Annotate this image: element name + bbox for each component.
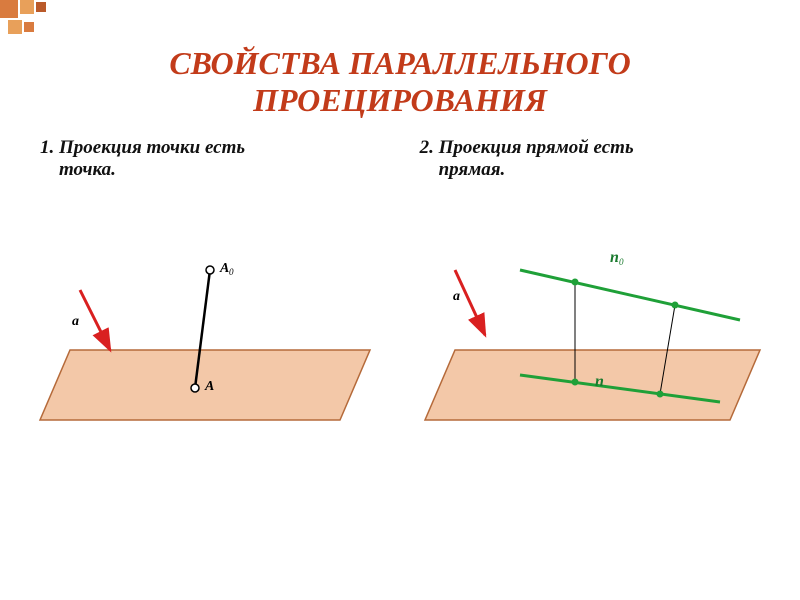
- label-a0: A: [219, 261, 229, 276]
- sub1-line1: 1. Проекция точки есть: [40, 137, 245, 158]
- diagram-point-projection: a A 0 A: [0, 250, 400, 530]
- point-a: [191, 384, 199, 392]
- direction-arrow: [80, 290, 110, 350]
- label-n: n: [595, 373, 604, 390]
- diagrams-row: a A 0 A: [0, 250, 800, 530]
- subtitle-2: 2. Проекция прямой есть прямая.: [420, 137, 770, 181]
- line-n0: [520, 270, 740, 320]
- title-line-2: ПРОЕЦИРОВАНИЯ: [253, 82, 547, 118]
- label-a: a: [72, 314, 79, 329]
- label-n0-sub: 0: [619, 257, 624, 267]
- point-on-n0-2: [672, 302, 679, 309]
- label-a: a: [453, 289, 460, 304]
- point-a0: [206, 266, 214, 274]
- sub2-line2: прямая.: [439, 159, 506, 180]
- subtitles-row: 1. Проекция точки есть точка. 2. Проекци…: [0, 119, 800, 181]
- label-n0: n: [610, 250, 619, 266]
- point-on-n-1: [572, 379, 579, 386]
- diagram-line-projection: a n 0 n: [400, 250, 800, 530]
- corner-decoration: [0, 0, 70, 40]
- sub1-line2: точка.: [59, 159, 116, 180]
- title-line-1: СВОЙСТВА ПАРАЛЛЕЛЬНОГО: [169, 45, 630, 81]
- subtitle-1: 1. Проекция точки есть точка.: [40, 137, 420, 181]
- page-title: СВОЙСТВА ПАРАЛЛЕЛЬНОГО ПРОЕЦИРОВАНИЯ: [0, 0, 800, 119]
- point-on-n-2: [657, 391, 664, 398]
- label-a0-sub: 0: [229, 267, 234, 277]
- point-on-n0-1: [572, 279, 579, 286]
- sub2-line1: 2. Проекция прямой есть: [420, 137, 634, 158]
- label-a-proj: A: [204, 379, 214, 394]
